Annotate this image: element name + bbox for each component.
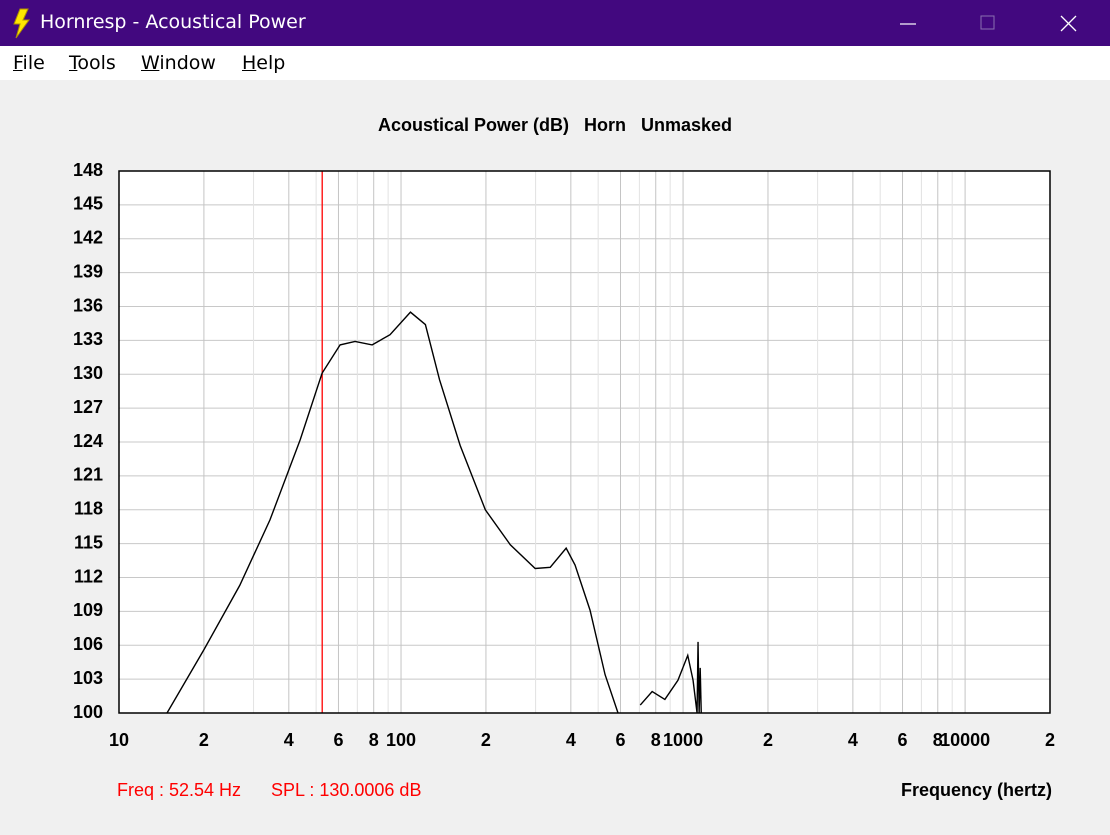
x-tick-label: 8 (933, 730, 943, 750)
x-tick-label: 10000 (940, 730, 990, 750)
menu-item[interactable]: Help (242, 52, 286, 74)
y-tick-label: 112 (74, 566, 103, 586)
y-tick-label: 115 (74, 532, 103, 552)
y-tick-label: 136 (73, 295, 103, 315)
y-tick-label: 124 (73, 431, 103, 451)
y-tick-label: 106 (73, 634, 103, 654)
y-tick-label: 100 (73, 702, 103, 722)
title-bar: Hornresp - Acoustical Power (0, 0, 1110, 46)
y-tick-label: 109 (73, 600, 103, 620)
y-tick-label: 127 (73, 397, 103, 417)
x-tick-label: 2 (481, 730, 491, 750)
y-tick-label: 145 (73, 194, 103, 214)
x-tick-label: 6 (615, 730, 625, 750)
y-tick-label: 118 (74, 499, 103, 519)
chart-title: Acoustical Power (dB) Horn Unmasked (378, 115, 732, 135)
x-tick-label: 1000 (663, 730, 703, 750)
menu-bar: File Tools Window Help (0, 46, 1110, 80)
menu-item[interactable]: File (13, 52, 45, 74)
window-controls[interactable] (880, 0, 1110, 46)
chart: Acoustical Power (dB) Horn Unmasked Freq… (73, 115, 1055, 800)
menu-item[interactable]: Tools (69, 52, 116, 74)
x-tick-label: 2 (1045, 730, 1055, 750)
x-tick-label: 6 (333, 730, 343, 750)
x-tick-label: 4 (848, 730, 858, 750)
close[interactable] (1060, 15, 1077, 32)
y-tick-label: 121 (73, 465, 103, 485)
menu-item[interactable]: Window (141, 52, 216, 74)
y-tick-label: 130 (73, 363, 103, 383)
plot-border (118, 170, 1051, 714)
maximize (980, 15, 995, 30)
y-tick-label: 139 (73, 261, 103, 281)
x-tick-label: 2 (763, 730, 773, 750)
x-tick-label: 4 (566, 730, 576, 750)
window-title: Hornresp - Acoustical Power (40, 11, 306, 33)
x-tick-label: 2 (199, 730, 209, 750)
cursor-frequency: Freq : 52.54 Hz (117, 780, 241, 800)
x-tick-label: 6 (898, 730, 908, 750)
x-tick-label: 4 (284, 730, 294, 750)
y-tick-label: 103 (73, 668, 103, 688)
cursor-spl: SPL : 130.0006 dB (271, 780, 421, 800)
x-axis-label: Frequency (hertz) (901, 780, 1052, 800)
y-tick-label: 142 (73, 228, 103, 248)
y-tick-label: 133 (73, 329, 103, 349)
app-icon (13, 8, 30, 39)
x-tick-label: 10 (109, 730, 129, 750)
response-curve (166, 311, 702, 713)
x-tick-label: 8 (369, 730, 379, 750)
x-tick-label: 8 (651, 730, 661, 750)
x-tick-label: 100 (386, 730, 416, 750)
y-tick-label: 148 (73, 160, 103, 180)
